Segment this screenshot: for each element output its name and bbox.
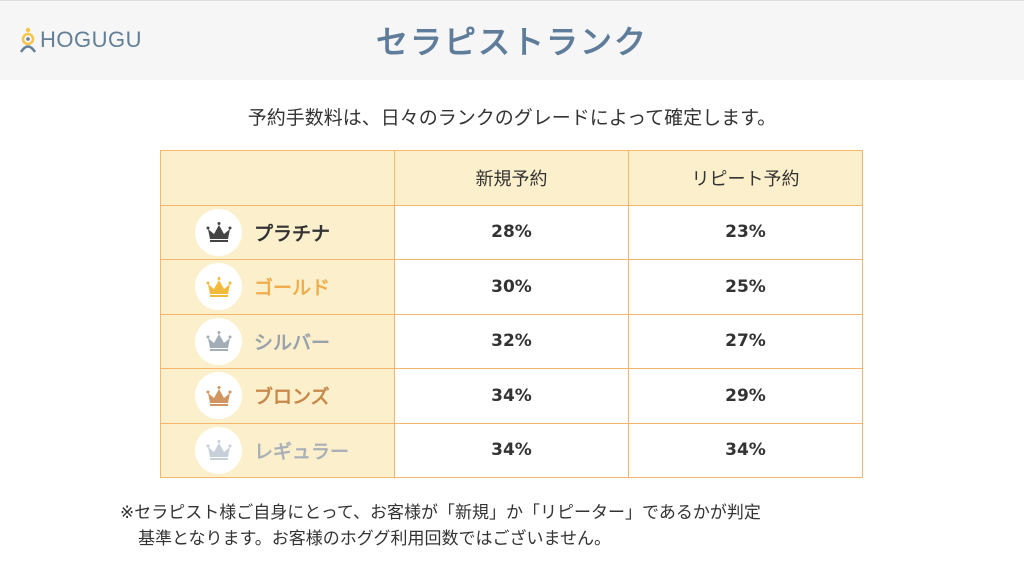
repeat-booking-fee: 29% [628,368,863,424]
new-booking-fee: 30% [394,259,629,315]
new-booking-fee: 28% [394,204,629,260]
new-booking-fee: 34% [394,422,629,478]
table-row: プラチナ 28% 23% [160,204,863,260]
rank-cell: シルバー [160,313,395,369]
new-booking-fee: 32% [394,313,629,369]
column-header-repeat: リピート予約 [628,150,863,206]
crown-platinum-icon [195,208,242,256]
rank-cell: プラチナ [160,204,395,260]
header: HOGUGU セラピストランク [0,0,1024,80]
logo: HOGUGU [18,27,142,53]
lead-text: 予約手数料は、日々のランクのグレードによって確定します。 [247,107,777,129]
repeat-booking-fee: 23% [628,204,863,260]
rank-cell: ブロンズ [160,368,395,424]
table-row: シルバー 32% 27% [160,313,863,369]
rank-name: レギュラー [254,440,350,463]
rank-name: シルバー [254,331,331,354]
footnote-line-2: 基準となります。お客様のホググ利用回数ではございません。 [138,529,611,549]
hogugu-logo-icon [19,27,37,53]
crown-regular-icon [195,426,242,474]
crown-bronze-icon [195,372,242,420]
new-booking-fee: 34% [394,368,629,424]
logo-text: HOGUGU [40,27,142,52]
table-row: ゴールド 30% 25% [160,259,863,315]
rank-name: プラチナ [254,222,331,245]
column-header-new: 新規予約 [394,150,629,206]
crown-silver-icon [195,317,242,365]
repeat-booking-fee: 25% [628,259,863,315]
table-row: レギュラー 34% 34% [160,422,863,478]
footnote-line-1: ※セラピスト様ご自身にとって、お客様が「新規」か「リピーター」であるかが判定 [120,503,761,523]
table-header-row: 新規予約 リピート予約 [160,150,863,206]
repeat-booking-fee: 34% [628,422,863,478]
page-title: セラピストランク [375,23,648,61]
column-header-rank [160,150,395,206]
rank-table: 新規予約 リピート予約 プラチナ 28% 23% ゴールド 30% 25% シル… [160,150,863,478]
footnote: ※セラピスト様ご自身にとって、お客様が「新規」か「リピーター」であるかが判定 基… [120,500,761,552]
rank-cell: レギュラー [160,422,395,478]
rank-name: ブロンズ [254,386,330,409]
crown-gold-icon [195,263,242,311]
table-row: ブロンズ 34% 29% [160,368,863,424]
rank-name: ゴールド [254,277,331,300]
repeat-booking-fee: 27% [628,313,863,369]
rank-cell: ゴールド [160,259,395,315]
